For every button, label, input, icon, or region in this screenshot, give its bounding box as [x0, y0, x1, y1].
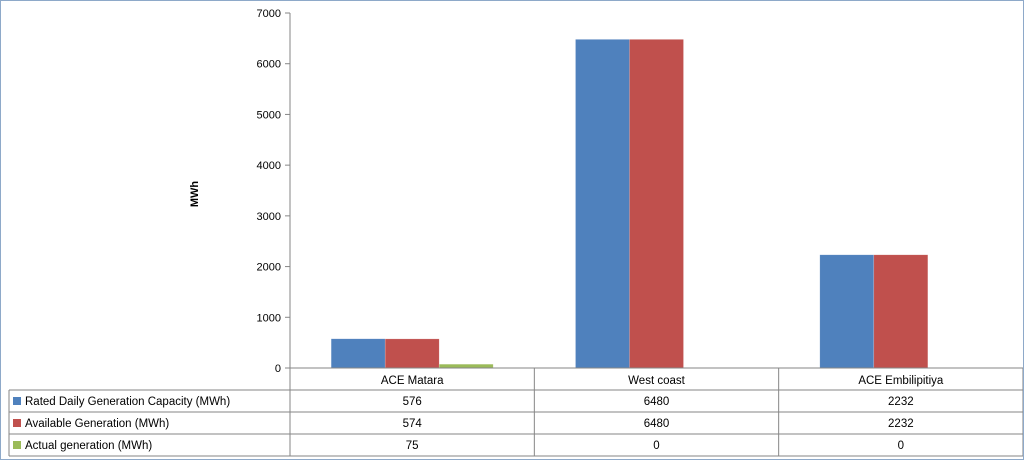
y-tick-label: 3000	[257, 211, 281, 223]
data-table-value: 6480	[644, 396, 670, 408]
y-tick-label: 5000	[257, 109, 281, 121]
y-tick-label: 0	[275, 363, 281, 375]
legend-entry: Available Generation (MWh)	[25, 418, 169, 430]
bar	[819, 254, 875, 369]
bars	[330, 39, 929, 369]
bar	[629, 39, 684, 369]
data-table-value: 0	[898, 440, 904, 452]
data-table-value: 0	[653, 440, 659, 452]
bar	[330, 338, 386, 369]
bar	[438, 363, 494, 369]
category-label: West coast	[628, 375, 685, 387]
category-label: ACE Embilipitiya	[858, 375, 944, 387]
y-axis: 0 1000 2000 3000 4000 5000 6000 7000	[257, 8, 291, 375]
bar	[384, 338, 440, 369]
data-table-value: 574	[403, 418, 423, 430]
y-tick-label: 6000	[257, 59, 281, 71]
y-tick-label: 4000	[257, 160, 281, 172]
legend-entry: Rated Daily Generation Capacity (MWh)	[25, 396, 230, 408]
legend-key	[13, 419, 21, 427]
category-label: ACE Matara	[381, 375, 444, 387]
data-table: ACE Matara West coast ACE Embilipitiya Rate…	[8, 367, 1023, 457]
data-table-value: 75	[406, 440, 419, 452]
data-table-value: 576	[403, 396, 422, 408]
legend-key	[13, 441, 21, 449]
bar	[575, 39, 630, 369]
data-table-value: 6480	[644, 418, 670, 430]
data-table-value: 2232	[888, 418, 914, 430]
y-tick-label: 7000	[257, 8, 281, 20]
y-axis-label: MWh	[189, 181, 201, 208]
legend-key	[13, 397, 21, 405]
bar	[873, 254, 929, 369]
data-table-value: 2232	[888, 396, 914, 408]
legend-entry: Actual generation (MWh)	[25, 440, 152, 452]
y-tick-label: 1000	[257, 312, 281, 324]
y-tick-label: 2000	[257, 262, 281, 274]
